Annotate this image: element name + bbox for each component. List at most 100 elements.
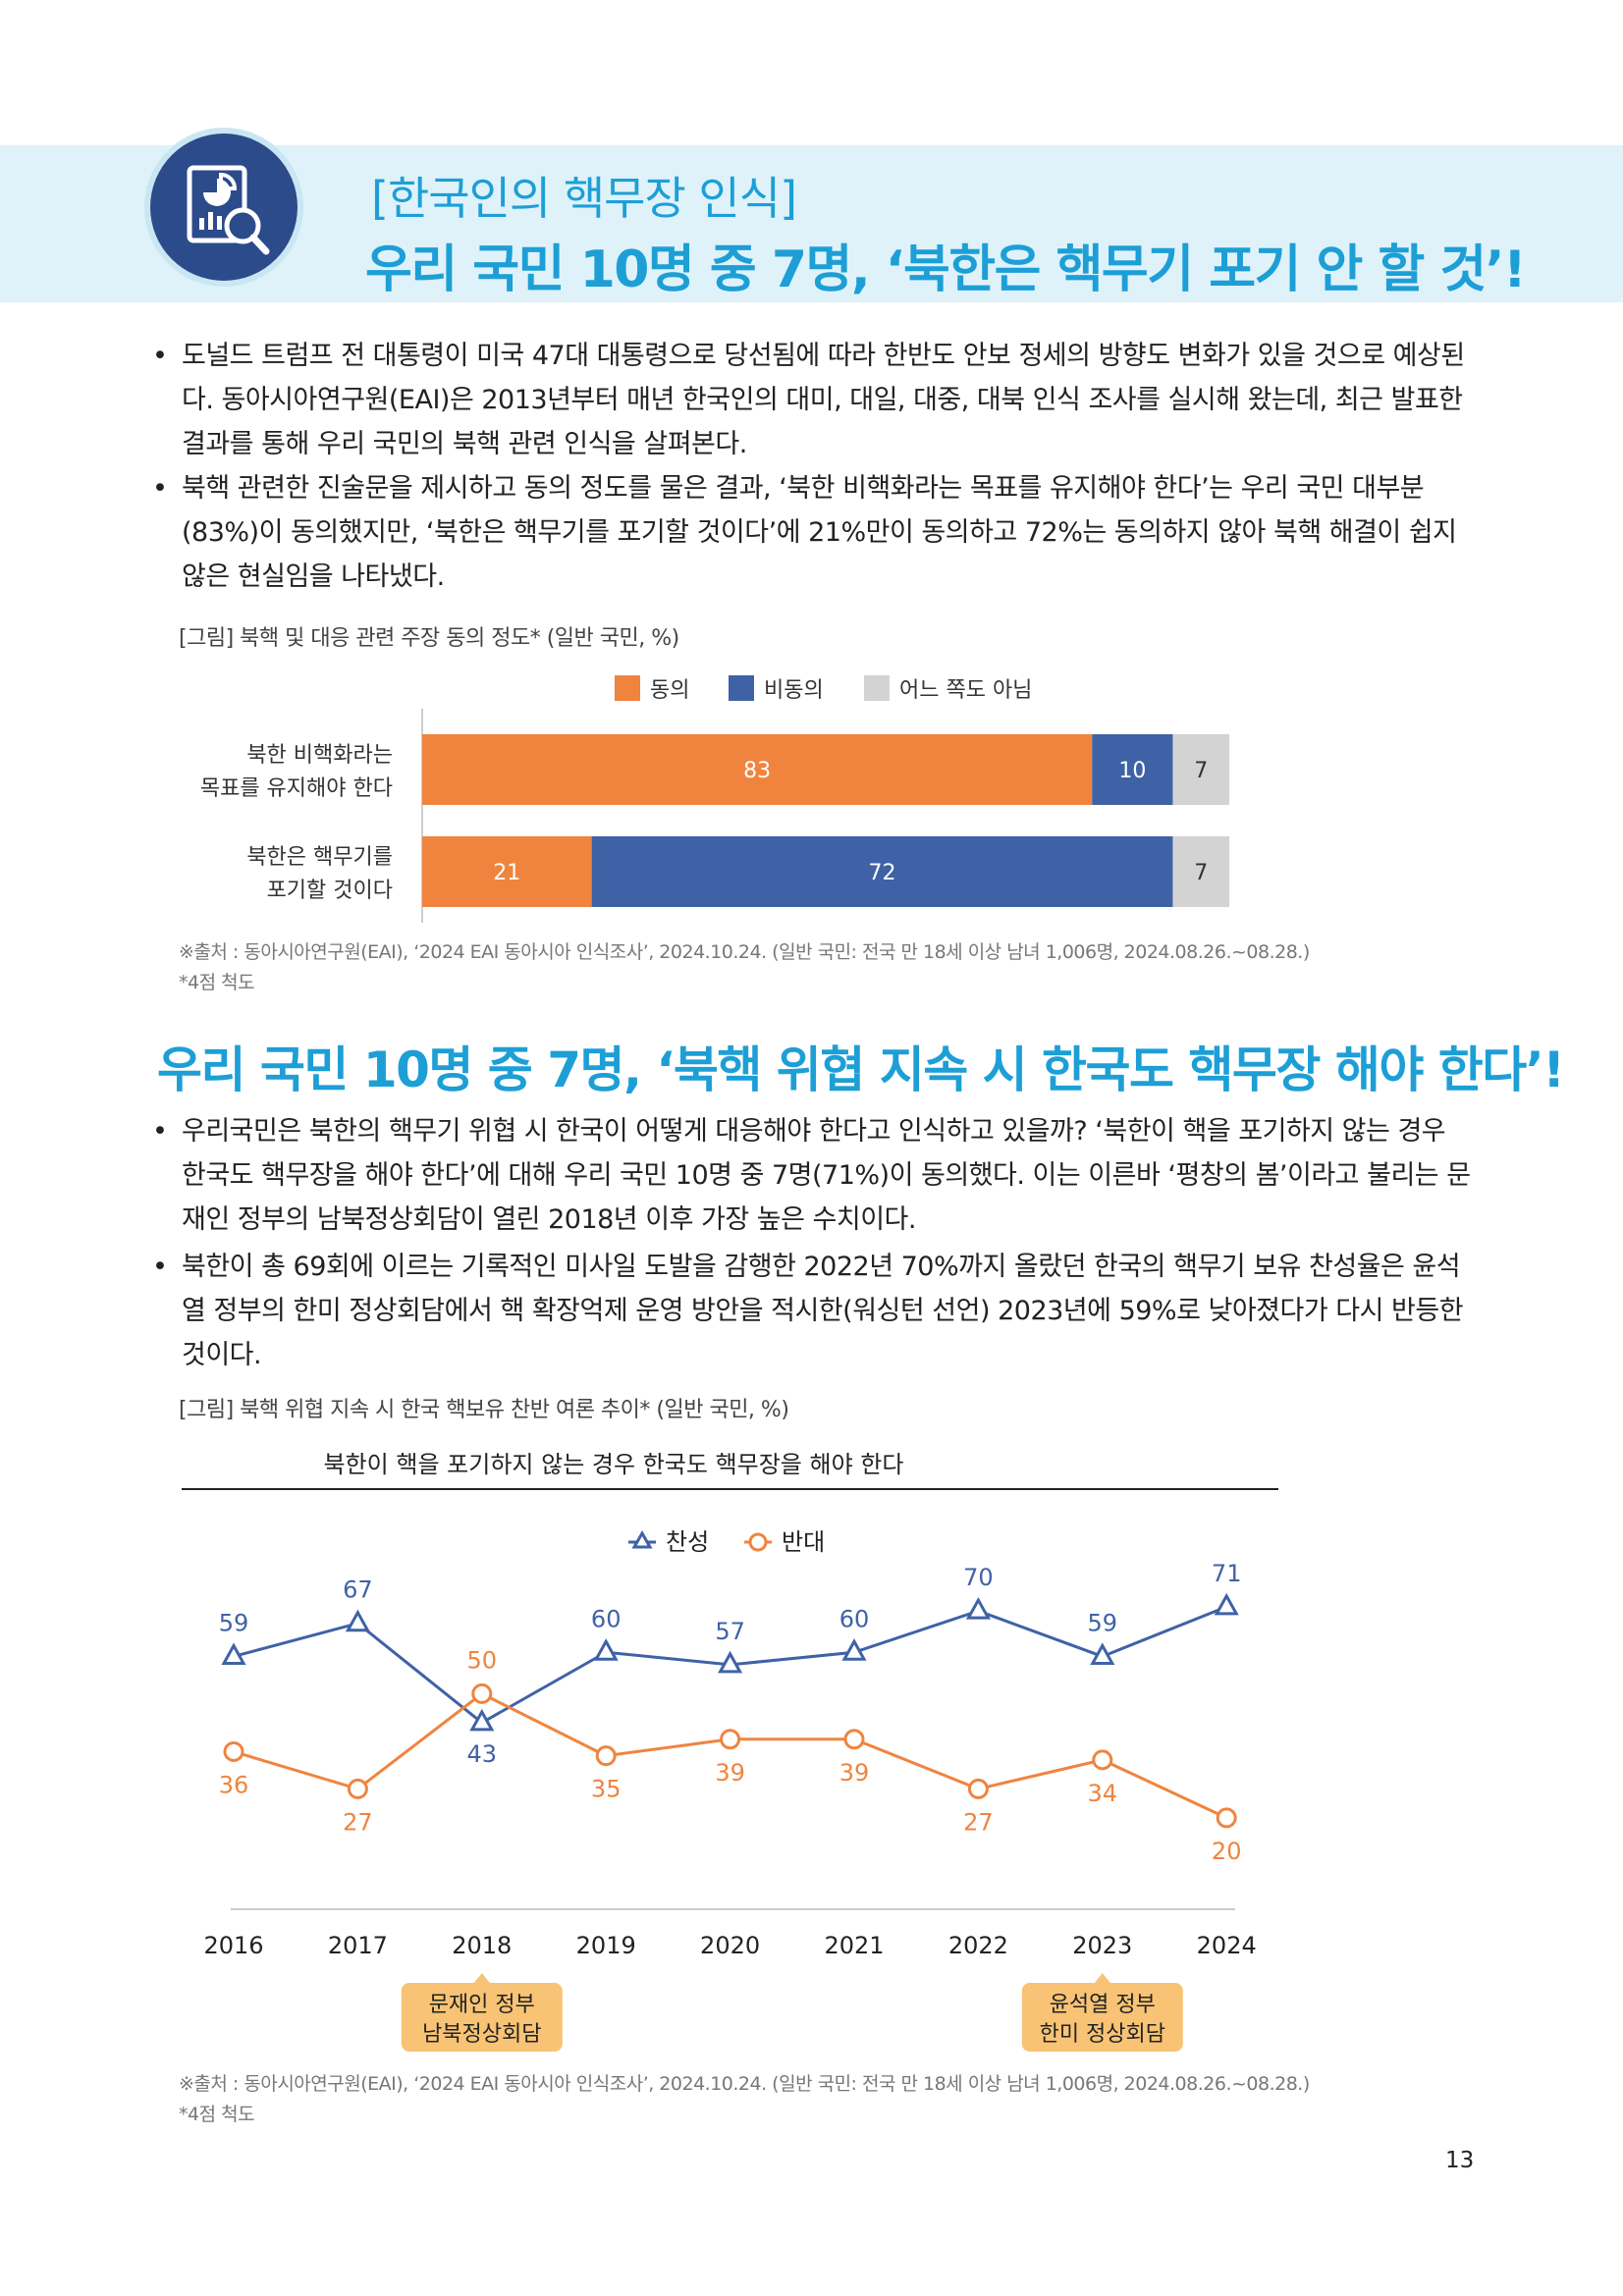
data-point-circle	[843, 1729, 865, 1750]
legend-label: 반대	[782, 1528, 825, 1556]
callout-text: 문재인 정부	[429, 1993, 535, 2017]
legend-label: 찬성	[666, 1528, 709, 1556]
x-tick-label: 2016	[203, 1932, 263, 1959]
data-label: 59	[1088, 1609, 1118, 1636]
data-label: 39	[839, 1759, 870, 1787]
data-label: 50	[467, 1646, 498, 1674]
legend-label: 어느 쪽도 아님	[899, 678, 1032, 703]
legend-label: 비동의	[764, 678, 824, 703]
bullet-paragraph: • 우리국민은 북한의 핵무기 위협 시 한국이 어떻게 대응해야 한다고 인식…	[152, 1109, 1473, 1242]
x-tick-label: 2024	[1197, 1932, 1257, 1959]
callout-text: 윤석열 정부	[1050, 1993, 1156, 2017]
data-point-triangle	[221, 1642, 246, 1665]
callout-box	[1021, 1983, 1183, 2052]
data-point-triangle	[841, 1638, 867, 1661]
bullet-dot: •	[152, 1116, 168, 1147]
data-point-circle	[720, 1729, 741, 1750]
data-point-triangle	[718, 1650, 743, 1674]
data-label: 60	[591, 1605, 622, 1632]
data-point-triangle	[1214, 1592, 1239, 1616]
data-point-circle	[347, 1778, 368, 1799]
legend-label: 동의	[650, 678, 689, 703]
x-tick-label: 2023	[1072, 1932, 1132, 1959]
bullet-dot: •	[152, 341, 168, 371]
data-label: 36	[219, 1771, 249, 1798]
page-number: 13	[1445, 2148, 1475, 2173]
bullet-paragraph: • 도널드 트럼프 전 대통령이 미국 47대 대통령으로 당선됨에 따라 한반…	[152, 334, 1473, 466]
source-text: ※출처 : 동아시아연구원(EAI), ‘2024 EAI 동아시아 인식조사’…	[179, 2073, 1310, 2095]
figure-caption: [그림] 북핵 위협 지속 시 한국 핵보유 찬반 여론 추이* (일반 국민,…	[179, 1398, 789, 1422]
data-label: 21	[493, 861, 520, 885]
data-label: 34	[1088, 1780, 1118, 1807]
data-point-triangle	[1090, 1642, 1115, 1665]
page-title: 우리 국민 10명 중 7명, ‘북한은 핵무기 포기 안 할 것’!	[365, 240, 1527, 299]
header-kicker: [한국인의 핵무장 인식]	[371, 172, 797, 225]
data-label: 83	[743, 759, 771, 783]
data-point-triangle	[965, 1596, 991, 1620]
data-point-circle	[1216, 1807, 1237, 1829]
data-label: 7	[1194, 861, 1208, 885]
series-line	[233, 1691, 1227, 1820]
data-point-triangle	[593, 1638, 619, 1661]
data-label: 27	[963, 1808, 994, 1836]
data-label: 43	[467, 1740, 498, 1768]
data-point-circle	[1092, 1749, 1113, 1771]
data-point-triangle	[469, 1708, 495, 1732]
x-tick-label: 2018	[452, 1932, 512, 1959]
data-label: 72	[869, 861, 896, 885]
data-point-circle	[223, 1740, 244, 1762]
x-tick-label: 2019	[576, 1932, 636, 1959]
data-label: 59	[219, 1609, 249, 1636]
data-label: 7	[1194, 759, 1208, 783]
callout-box	[401, 1983, 563, 2052]
scale-note: *4점 척도	[179, 2104, 255, 2125]
section-title: 우리 국민 10명 중 7명, ‘북핵 위협 지속 시 한국도 핵무장 해야 한…	[157, 1041, 1565, 1098]
bar-segment	[422, 836, 592, 907]
x-tick-label: 2020	[700, 1932, 760, 1959]
category-label: 북한 비핵화라는	[246, 743, 393, 768]
bar-segment	[591, 836, 1173, 907]
category-label: 포기할 것이다	[267, 879, 393, 903]
scale-note: *4점 척도	[179, 972, 255, 993]
bar-segment	[1172, 734, 1229, 805]
data-label: 67	[343, 1576, 373, 1604]
data-label: 71	[1212, 1560, 1242, 1587]
data-label: 27	[343, 1808, 373, 1836]
bullet-paragraph: • 북한이 총 69회에 이르는 기록적인 미사일 도발을 감행한 2022년 …	[152, 1245, 1473, 1377]
source-note: ※출처 : 동아시아연구원(EAI), ‘2024 EAI 동아시아 인식조사’…	[179, 2069, 1310, 2130]
bar-segment	[1092, 734, 1173, 805]
x-tick-label: 2017	[328, 1932, 388, 1959]
category-label: 북한은 핵무기를	[246, 845, 393, 870]
bullet-paragraph: • 북핵 관련한 진술문을 제시하고 동의 정도를 물은 결과, ‘북한 비핵화…	[152, 466, 1473, 599]
bullet-dot: •	[152, 1252, 168, 1282]
chart-title: 북한이 핵을 포기하지 않는 경우 한국도 핵무장을 해야 한다	[324, 1451, 904, 1478]
data-label: 39	[715, 1759, 745, 1787]
category-label: 목표를 유지해야 한다	[200, 776, 393, 801]
data-point-circle	[595, 1745, 617, 1767]
bar-segment	[422, 734, 1093, 805]
data-label: 60	[839, 1605, 870, 1632]
x-tick-label: 2021	[824, 1932, 884, 1959]
figure-caption: [그림] 북핵 및 대응 관련 주장 동의 정도* (일반 국민, %)	[179, 626, 679, 651]
data-label: 70	[963, 1564, 994, 1591]
data-point-triangle	[345, 1609, 370, 1632]
data-point-circle	[967, 1778, 989, 1799]
data-label: 57	[715, 1618, 745, 1645]
legend-circle-marker	[748, 1532, 768, 1552]
legend-swatch	[864, 675, 890, 701]
legend-swatch	[729, 675, 754, 701]
callout-pointer	[473, 1973, 490, 1983]
data-label: 10	[1118, 759, 1146, 783]
report-magnifier-icon	[150, 133, 298, 281]
callout-text: 남북정상회담	[422, 2022, 541, 2047]
bullet-dot: •	[152, 473, 168, 504]
legend-swatch	[615, 675, 640, 701]
source-text: ※출처 : 동아시아연구원(EAI), ‘2024 EAI 동아시아 인식조사’…	[179, 941, 1310, 963]
legend-triangle-marker	[631, 1529, 653, 1549]
data-point-circle	[471, 1682, 493, 1704]
bar-segment	[1172, 836, 1229, 907]
data-label: 35	[591, 1776, 622, 1803]
x-tick-label: 2022	[948, 1932, 1008, 1959]
